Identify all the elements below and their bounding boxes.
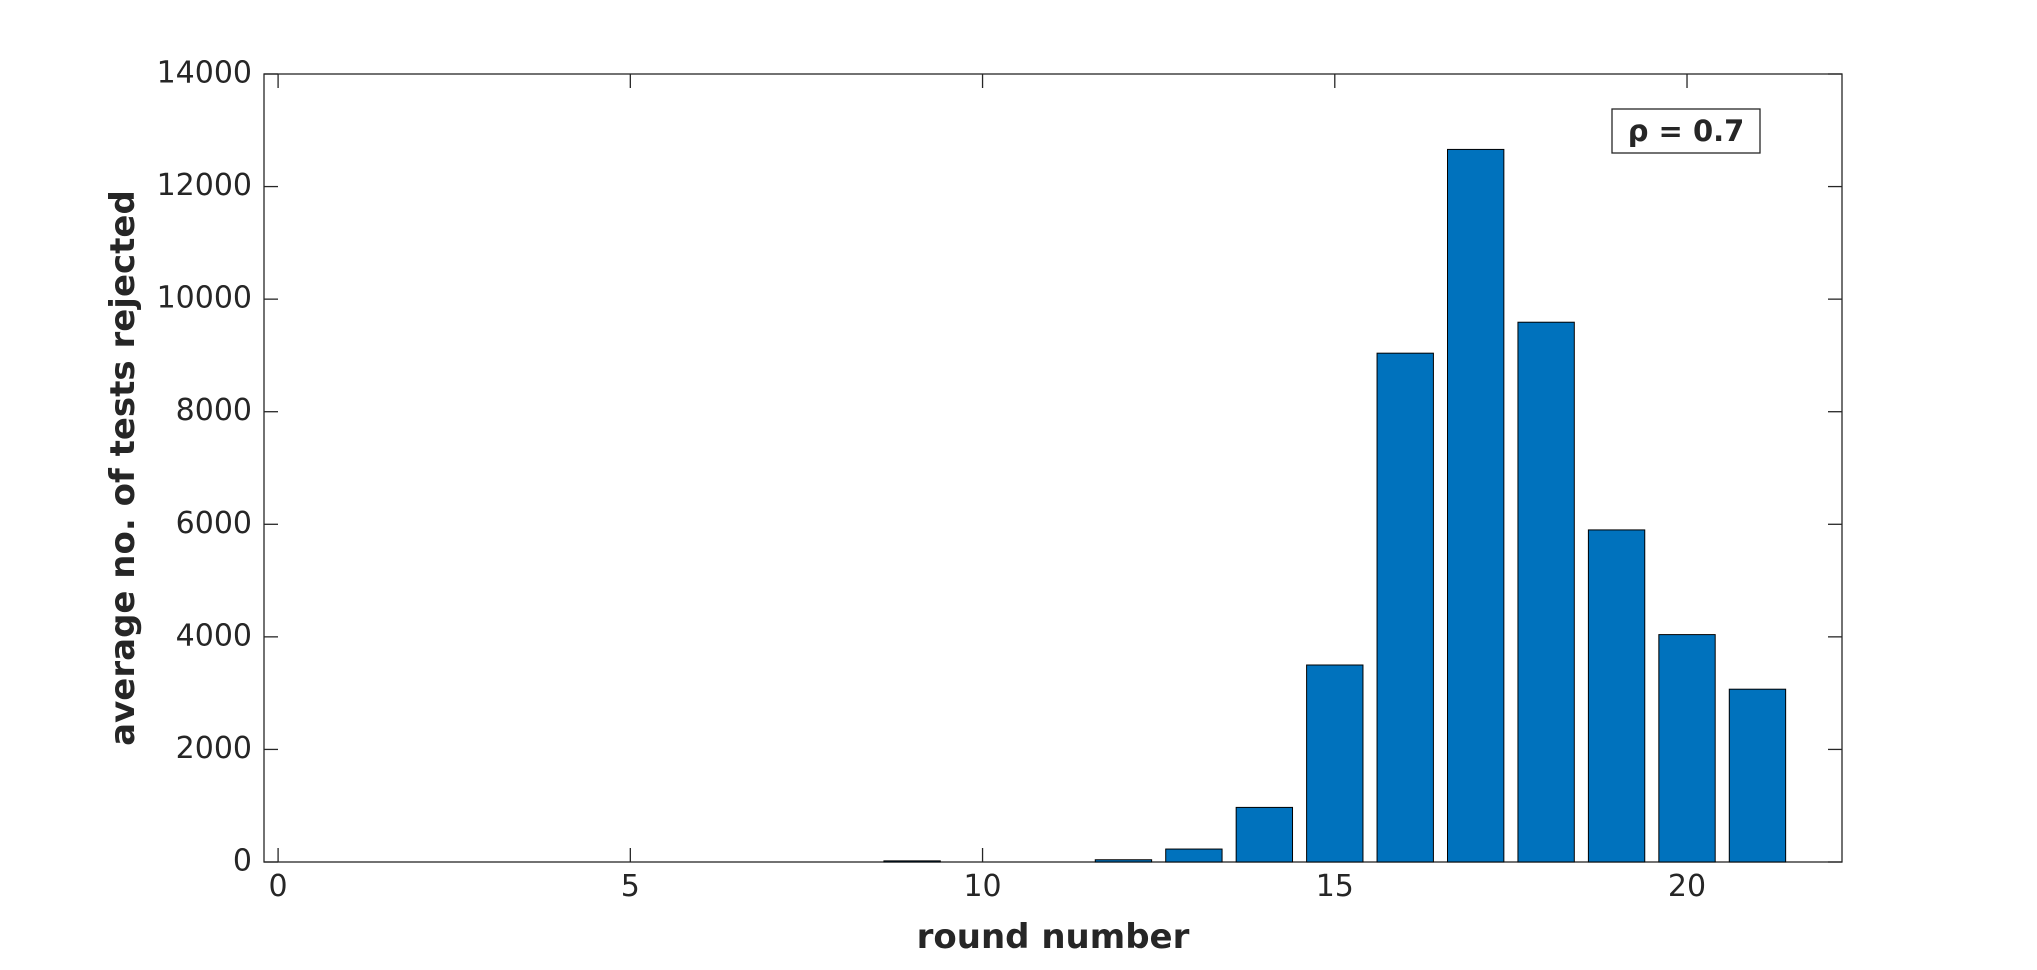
annotation: ρ = 0.7 <box>1628 114 1745 148</box>
bar <box>883 860 941 863</box>
y-tick-label: 12000 <box>157 168 252 203</box>
x-tick-label: 15 <box>1316 869 1354 904</box>
annotation-box <box>1611 108 1761 154</box>
plot-area <box>263 73 1843 863</box>
x-tick-label: 10 <box>963 869 1001 904</box>
y-tick-label: 0 <box>233 844 252 879</box>
y-tick-label: 14000 <box>157 56 252 91</box>
bar <box>1235 806 1294 863</box>
bar <box>1587 529 1646 863</box>
y-tick-label: 8000 <box>176 393 252 428</box>
bar <box>1376 352 1434 863</box>
y-tick-label: 4000 <box>176 618 252 653</box>
y-axis-label: average no. of tests rejected <box>103 190 143 746</box>
x-tick-label: 0 <box>269 869 288 904</box>
x-tick-label: 5 <box>621 869 640 904</box>
bar <box>1094 859 1153 863</box>
y-tick-label: 10000 <box>157 281 252 316</box>
x-tick-label: 20 <box>1668 869 1706 904</box>
bar <box>1728 688 1787 863</box>
bar <box>1306 664 1364 863</box>
y-tick-label: 6000 <box>176 506 252 541</box>
bar <box>1165 848 1223 863</box>
bar <box>1447 148 1505 863</box>
bar <box>1517 321 1575 863</box>
y-tick-label: 2000 <box>176 731 252 766</box>
bar <box>1658 634 1716 863</box>
x-axis-label: round number <box>917 917 1190 957</box>
